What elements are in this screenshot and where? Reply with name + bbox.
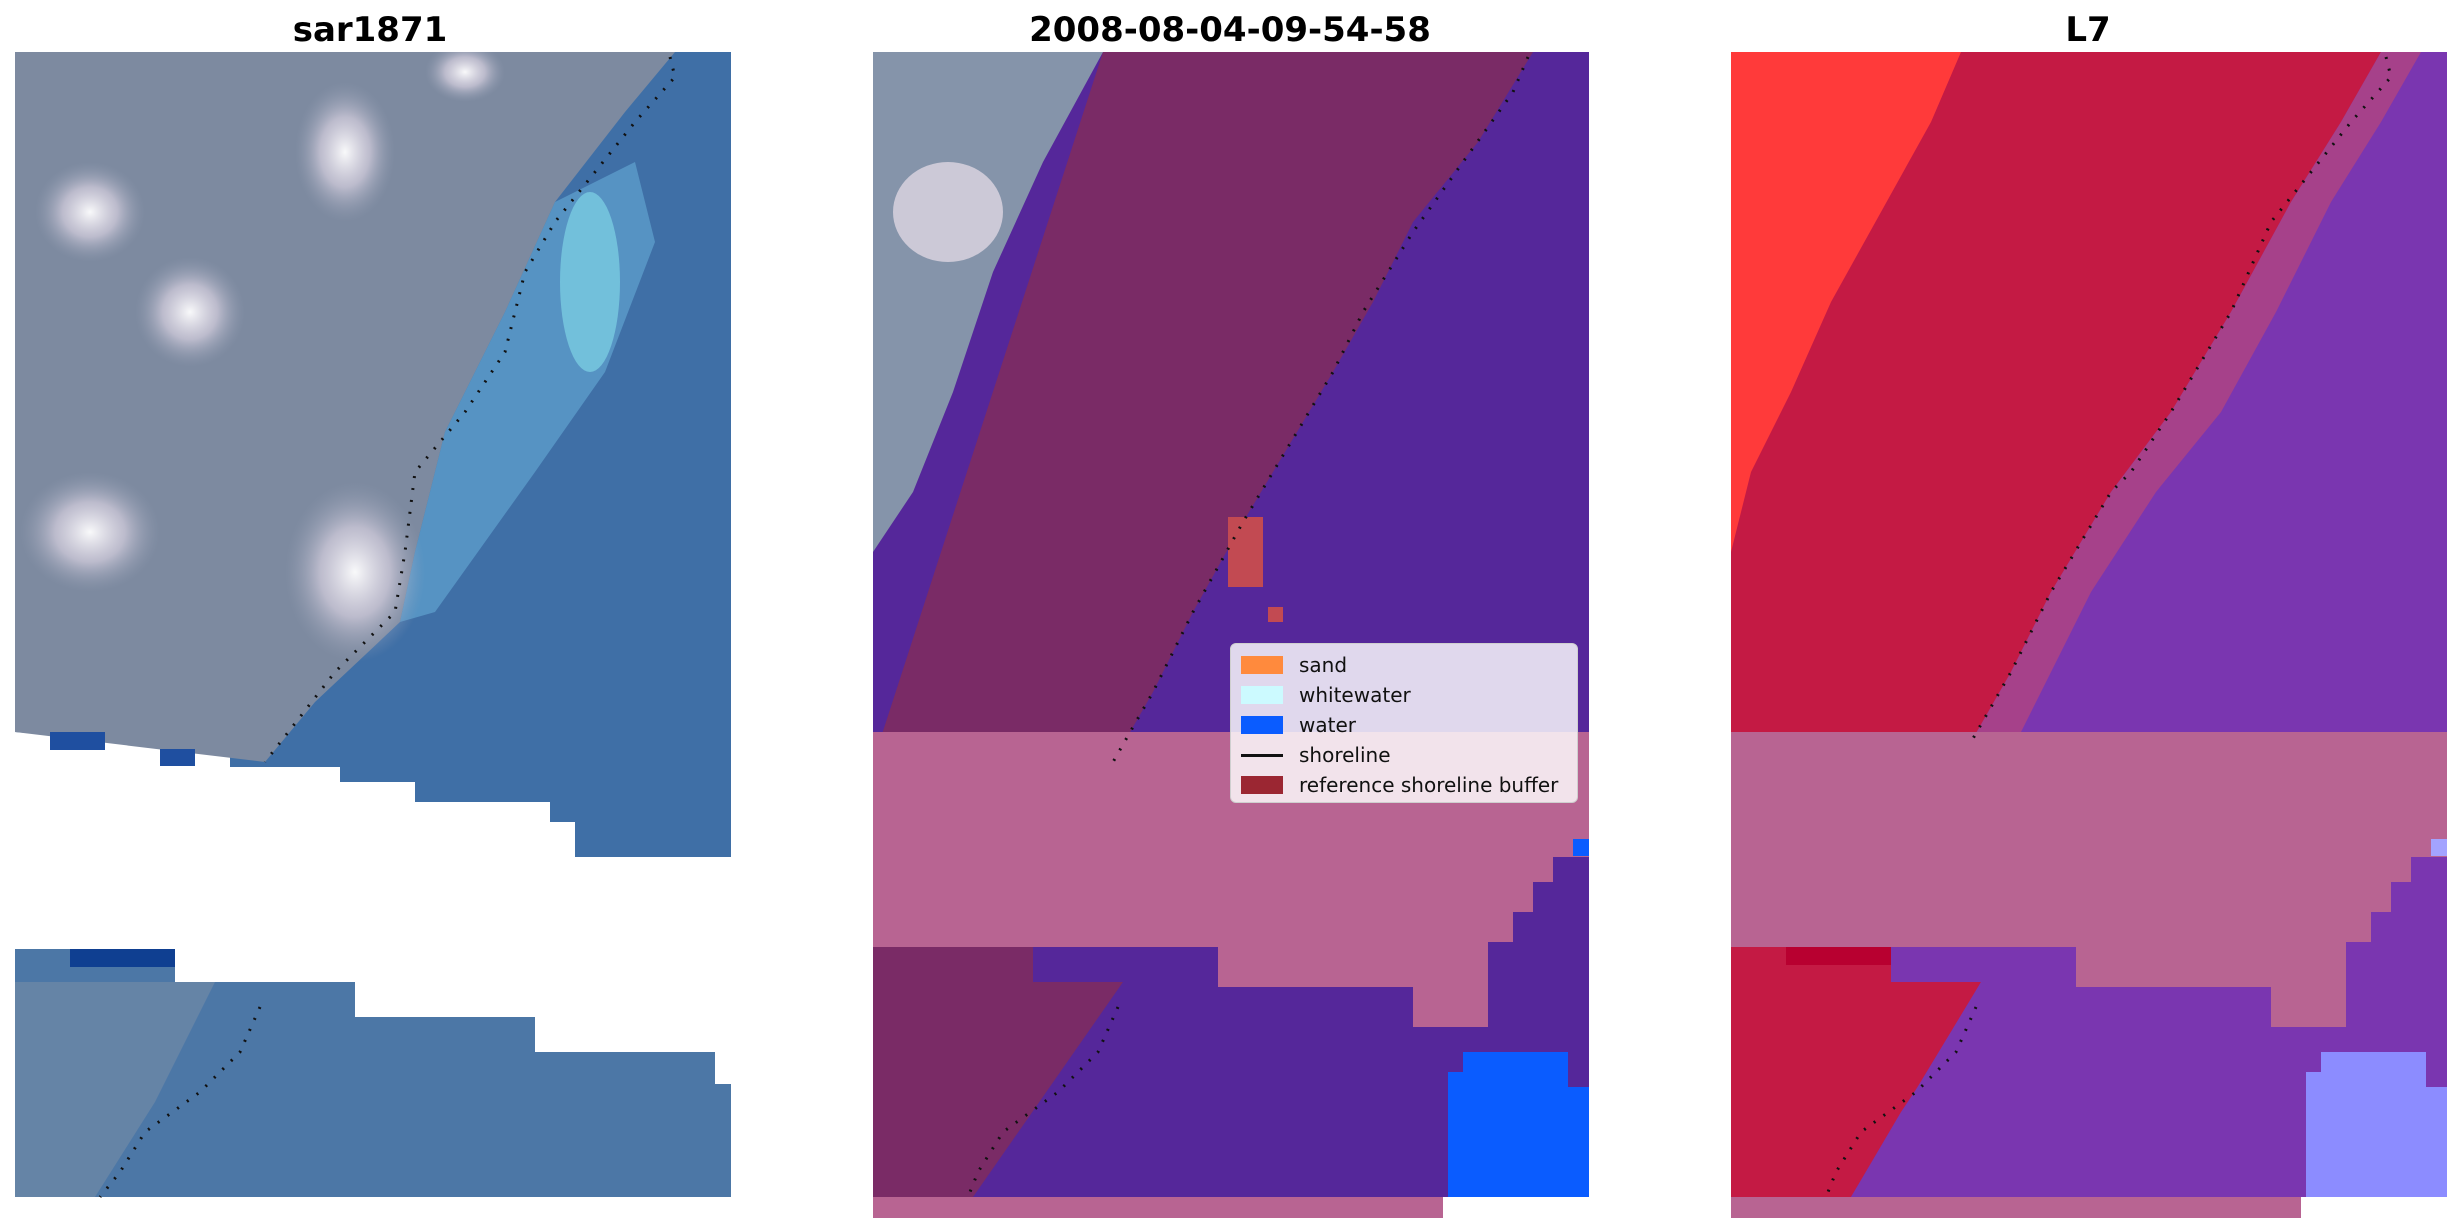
bright-patch: [560, 192, 620, 372]
nodata-strip: [1731, 1197, 2301, 1218]
legend-label: whitewater: [1299, 683, 1411, 707]
legend-item-water: water: [1241, 710, 1567, 740]
cloud-patch: [893, 162, 1003, 262]
legend-item-buffer: reference shoreline buffer: [1241, 770, 1567, 800]
panel-title-left: sar1871: [292, 10, 448, 50]
shoreline-line-icon: [1241, 753, 1283, 757]
transition-band: [1971, 52, 2421, 752]
red-region: [1731, 52, 2381, 762]
buffer-highlight: [1268, 607, 1283, 622]
buffer-highlight: [1228, 517, 1263, 587]
cloud-patch: [295, 82, 395, 222]
red-region-lower: [1731, 947, 1981, 1197]
legend-label: reference shoreline buffer: [1299, 773, 1559, 797]
grey-land-lower: [15, 982, 215, 1197]
water-class-lower: [973, 982, 1563, 1197]
water-pixels: [1448, 1052, 1589, 1197]
legend-item-shoreline: shoreline: [1241, 740, 1567, 770]
cloud-patch: [285, 482, 425, 662]
panel-title-middle: 2008-08-04-09-54-58: [1029, 10, 1431, 50]
rgb-image: [15, 52, 731, 1198]
legend: sand whitewater water shoreline referenc…: [1230, 643, 1578, 803]
legend-item-whitewater: whitewater: [1241, 680, 1567, 710]
index-image: [1731, 52, 2447, 1218]
cloud-patch: [425, 52, 505, 102]
bright-red-region: [1731, 52, 1961, 552]
nodata-band: [1731, 732, 2447, 1027]
legend-label: shoreline: [1299, 743, 1391, 767]
sand-swatch: [1241, 656, 1283, 674]
shoreline-dots: [263, 56, 677, 763]
land-class: [873, 52, 1533, 762]
cloud-patch: [35, 162, 145, 262]
violet-region-lower: [1851, 982, 2421, 1197]
rgb-image-panel: [15, 52, 731, 1218]
dark-pixel: [50, 732, 105, 750]
panel-title-right: L7: [2065, 10, 2111, 50]
legend-item-sand: sand: [1241, 650, 1567, 680]
light-blue-pixel: [2431, 839, 2447, 856]
buffer-swatch: [1241, 776, 1283, 794]
blue-pixel: [1573, 839, 1589, 856]
nodata-band: [873, 732, 1589, 1027]
light-blue-region: [2306, 1052, 2447, 1197]
grey-land: [15, 52, 675, 762]
legend-label: water: [1299, 713, 1356, 737]
legend-label: sand: [1299, 653, 1348, 677]
water-swatch: [1241, 716, 1283, 734]
whitewater-swatch: [1241, 686, 1283, 704]
red-pixel: [1786, 947, 1891, 965]
dark-pixel: [160, 749, 195, 766]
index-panel: [1731, 52, 2447, 1218]
dark-pixel: [70, 949, 175, 967]
classification-panel: [873, 52, 1589, 1218]
cloud-patch: [20, 472, 160, 592]
classification-image: [873, 52, 1589, 1218]
nodata-strip: [873, 1197, 1443, 1218]
land-class-lower: [873, 947, 1123, 1197]
cloud-patch: [135, 257, 245, 367]
